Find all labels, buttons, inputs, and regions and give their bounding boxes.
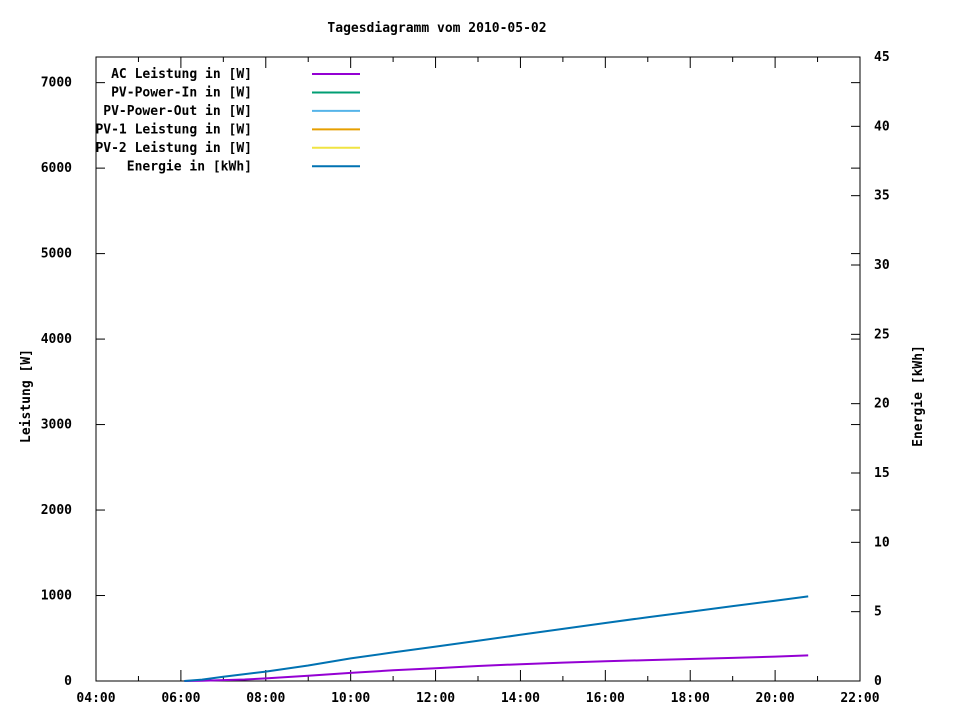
legend-label: PV-Power-Out in [W] xyxy=(103,104,252,119)
y-left-tick-label: 4000 xyxy=(41,332,72,347)
x-tick-label: 06:00 xyxy=(161,691,200,706)
x-tick-label: 12:00 xyxy=(416,691,455,706)
x-tick-label: 04:00 xyxy=(76,691,115,706)
series-line xyxy=(184,654,809,682)
series-line xyxy=(184,595,809,682)
y-right-tick-label: 30 xyxy=(874,258,890,273)
y-right-tick-label: 40 xyxy=(874,119,890,134)
y-right-tick-label: 10 xyxy=(874,535,890,550)
y-left-tick-label: 3000 xyxy=(41,418,72,433)
y-left-tick-label: 5000 xyxy=(41,247,72,262)
y-left-tick-label: 6000 xyxy=(41,161,72,176)
plot-generated: 04:00 06:00 08:00 10:00 12:00 14:00 16:00 18:00… xyxy=(41,50,890,706)
legend-label: PV-2 Leistung in [W] xyxy=(95,141,252,156)
y-right-tick-label: 35 xyxy=(874,189,890,204)
y-right-tick-label: 20 xyxy=(874,397,890,412)
y-left-tick-label: 2000 xyxy=(41,503,72,518)
x-tick-label: 08:00 xyxy=(246,691,285,706)
x-tick-label: 22:00 xyxy=(840,691,879,706)
chart-title: Tagesdiagramm vom 2010-05-02 xyxy=(327,21,546,36)
y-left-axis-title: Leistung [W] xyxy=(19,349,34,443)
y-right-tick-label: 15 xyxy=(874,466,890,481)
y-right-tick-label: 45 xyxy=(874,50,890,65)
y-right-axis-title: Energie [kWh] xyxy=(911,345,926,447)
y-right-tick-label: 25 xyxy=(874,327,890,342)
x-tick-label: 10:00 xyxy=(331,691,370,706)
x-tick-label: 16:00 xyxy=(586,691,625,706)
y-right-tick-label: 0 xyxy=(874,674,882,689)
y-left-tick-label: 7000 xyxy=(41,76,72,91)
legend-label: Energie in [kWh] xyxy=(127,159,252,174)
x-tick-label: 14:00 xyxy=(501,691,540,706)
legend-label: PV-1 Leistung in [W] xyxy=(95,122,252,137)
legend-label: PV-Power-In in [W] xyxy=(111,85,252,100)
x-tick-label: 18:00 xyxy=(671,691,710,706)
y-right-tick-label: 5 xyxy=(874,605,882,620)
y-left-tick-label: 1000 xyxy=(41,589,72,604)
x-tick-label: 20:00 xyxy=(756,691,795,706)
legend-label: AC Leistung in [W] xyxy=(111,67,252,82)
y-left-tick-label: 0 xyxy=(64,674,72,689)
